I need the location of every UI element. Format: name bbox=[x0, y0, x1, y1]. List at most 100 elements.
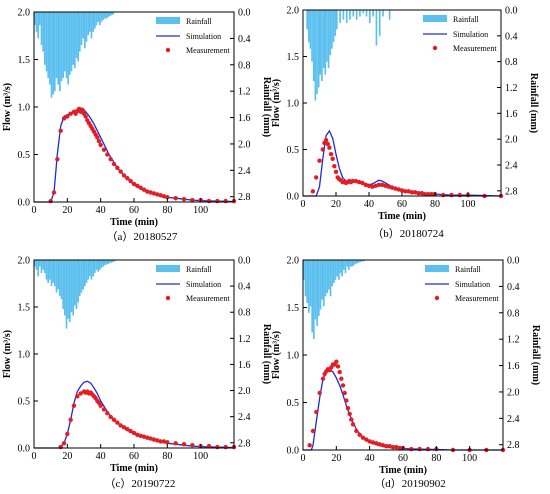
measurement-point bbox=[148, 190, 153, 195]
chart-panel-1: 0 20 40 60 80 100 0.0 0.5 1.0 1.5 2.0 0.0 0.4 0.8 1.2 1… bbox=[2, 8, 272, 244]
y2-tick-label: 2.8 bbox=[505, 186, 518, 197]
rainfall-bar bbox=[99, 12, 101, 26]
x-tick-label: 20 bbox=[331, 199, 341, 210]
rainfall-bar bbox=[50, 260, 53, 287]
legend-rainfall-label: Rainfall bbox=[186, 265, 213, 274]
rainfall-bar bbox=[95, 12, 98, 26]
measurement-point bbox=[337, 369, 342, 375]
measurement-point bbox=[165, 195, 170, 200]
legend-rainfall-label: Rainfall bbox=[453, 15, 480, 24]
rainfall-bar bbox=[353, 260, 355, 266]
rainfall-bar bbox=[363, 260, 365, 262]
y-tick-label: 1.5 bbox=[18, 303, 31, 314]
rainfall-bar bbox=[105, 12, 108, 19]
rainfall-bar bbox=[90, 12, 93, 39]
rainfall-bar bbox=[50, 12, 53, 98]
measurement-point bbox=[314, 409, 319, 415]
measurement-point bbox=[363, 182, 368, 188]
legend-simulation-label: Simulation bbox=[186, 280, 221, 289]
measurement-point bbox=[131, 181, 137, 187]
rainfall-bar bbox=[37, 260, 39, 277]
rainfall-bar bbox=[55, 260, 58, 293]
y-axis-label: Flow (m³/s) bbox=[271, 79, 282, 127]
rainfall-bar bbox=[313, 260, 315, 340]
y2-tick-label: 2.0 bbox=[238, 139, 251, 150]
measurement-point bbox=[426, 191, 431, 197]
measurement-point bbox=[340, 383, 346, 388]
measurement-point bbox=[409, 190, 415, 195]
measurement-point bbox=[108, 157, 113, 162]
measurement-point bbox=[61, 441, 67, 446]
rainfall-bar bbox=[112, 12, 114, 15]
rainfall-bar bbox=[311, 10, 313, 62]
y-tick-label: 1.5 bbox=[18, 55, 31, 66]
measurement-point bbox=[419, 191, 424, 196]
rainfall-bar bbox=[341, 260, 343, 277]
rainfall-bar bbox=[308, 260, 310, 313]
measurement-point bbox=[141, 434, 147, 439]
rainfall-bar bbox=[112, 260, 114, 262]
rainfall-bars bbox=[34, 12, 114, 98]
y2-tick-label: 1.6 bbox=[505, 109, 518, 120]
simulation-line bbox=[303, 129, 502, 197]
rainfall-bar bbox=[97, 260, 99, 272]
measurement-point bbox=[55, 157, 60, 162]
rainfall-bar bbox=[47, 260, 49, 283]
rainfall-bar bbox=[311, 260, 313, 333]
y-axis-label: Flow (m³/s) bbox=[2, 330, 13, 378]
measurement-point bbox=[399, 188, 405, 193]
measurement-point bbox=[360, 435, 366, 440]
rainfall-bar bbox=[44, 260, 46, 274]
y2-tick-label: 0.4 bbox=[507, 282, 520, 293]
measurement-point bbox=[367, 439, 372, 444]
measurement-point bbox=[354, 428, 359, 434]
rainfall-bar bbox=[343, 260, 345, 270]
measurement-point bbox=[370, 184, 375, 189]
measurement-point bbox=[125, 176, 130, 181]
measurement-point bbox=[190, 197, 195, 203]
x-tick-label: 20 bbox=[331, 453, 341, 464]
measurement-point bbox=[105, 411, 110, 416]
x-tick-label: 100 bbox=[462, 453, 477, 464]
measurement-point bbox=[158, 439, 163, 444]
rainfall-bar bbox=[314, 260, 317, 320]
y-tick-label: 2.0 bbox=[287, 256, 300, 267]
rainfall-bar bbox=[326, 260, 328, 293]
measurement-point bbox=[377, 442, 382, 447]
rainfall-bar bbox=[44, 12, 46, 65]
measurement-point bbox=[376, 182, 382, 188]
measurement-point bbox=[138, 185, 143, 190]
rainfall-bar bbox=[104, 12, 106, 19]
legend: Rainfall Simulation Measurement bbox=[425, 265, 499, 303]
measurement-point bbox=[429, 191, 434, 197]
x-tick-label: 40 bbox=[365, 453, 375, 464]
measurement-point bbox=[65, 114, 70, 119]
y2-tick-label: 0.8 bbox=[238, 308, 251, 319]
rainfall-bar bbox=[34, 12, 36, 26]
rainfall-bar bbox=[87, 12, 89, 36]
rainfall-bar bbox=[69, 12, 71, 75]
measurement-point bbox=[75, 394, 80, 399]
rainfall-bar bbox=[49, 12, 51, 85]
rainfall-bar bbox=[109, 260, 111, 264]
y2-tick-label: 0.0 bbox=[507, 256, 520, 267]
measurement-point bbox=[386, 184, 391, 189]
measurement-point bbox=[333, 169, 339, 175]
measurement-point bbox=[441, 192, 446, 198]
measurement-point bbox=[317, 158, 322, 163]
rainfall-bar bbox=[332, 10, 335, 43]
measurement-point bbox=[118, 423, 123, 428]
rainfall-bar bbox=[57, 12, 59, 85]
rainfall-bar bbox=[314, 10, 317, 101]
rainfall-bar bbox=[349, 10, 351, 20]
rainfall-bar bbox=[372, 10, 374, 17]
y-tick-label: 1.0 bbox=[18, 350, 31, 361]
y-tick-label: 1.5 bbox=[287, 303, 300, 314]
rainfall-bar bbox=[318, 260, 320, 317]
rainfall-bar bbox=[84, 260, 86, 287]
y2-tick-label: 1.2 bbox=[238, 334, 251, 345]
legend-rainfall-swatch bbox=[423, 15, 447, 22]
measurement-point bbox=[181, 196, 187, 202]
rainfall-bar bbox=[107, 12, 109, 18]
